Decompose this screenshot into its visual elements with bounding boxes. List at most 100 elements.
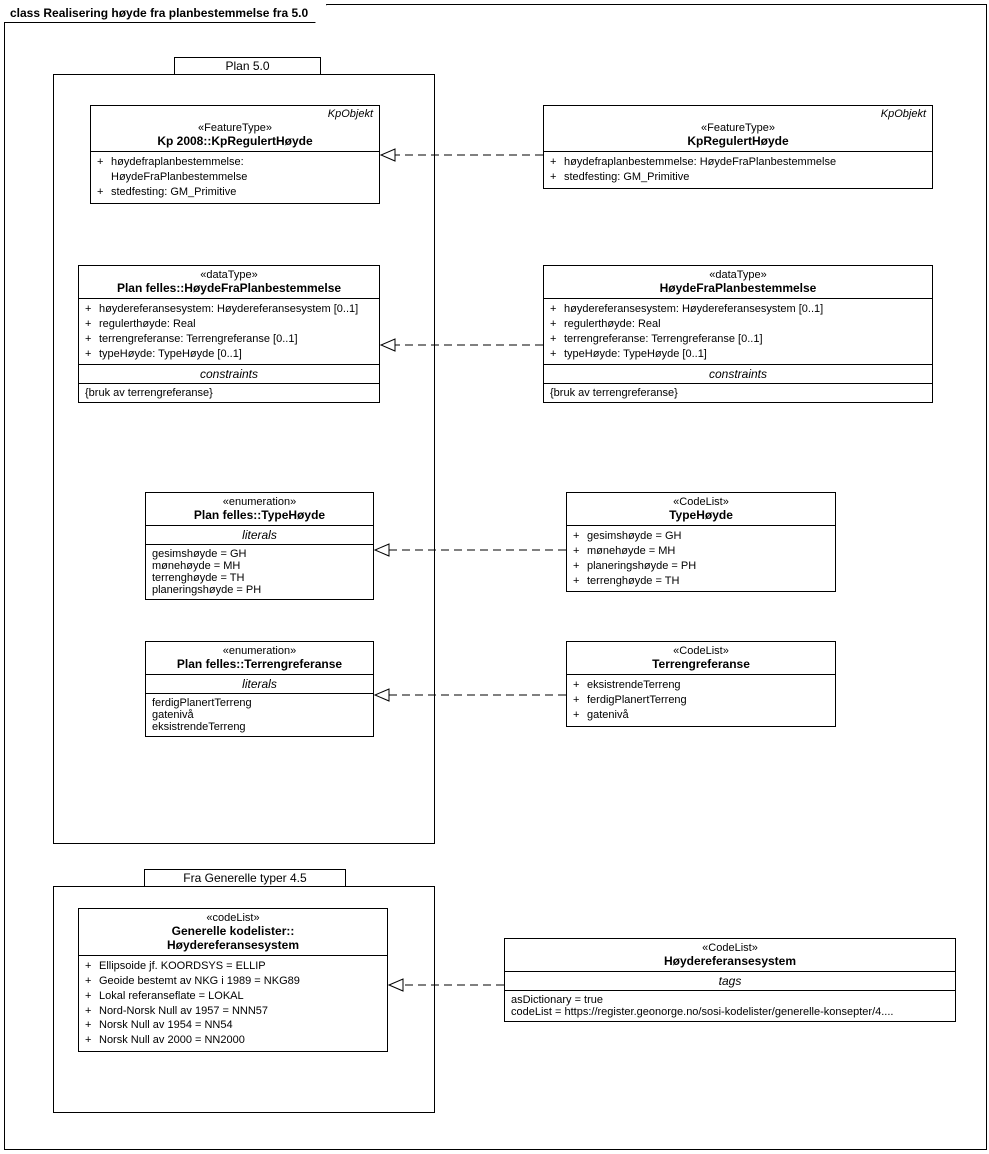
attr: +gatenivå	[573, 708, 829, 723]
attr: +typeHøyde: TypeHøyde [0..1]	[85, 347, 373, 362]
class-typeH-name: TypeHøyde	[573, 508, 829, 522]
literal: terrenghøyde = TH	[152, 572, 367, 584]
attr: +stedfesting: GM_Primitive	[550, 170, 926, 185]
attr: +regulerthøyde: Real	[550, 317, 926, 332]
literal: ferdigPlanertTerreng	[152, 697, 367, 709]
attr-text: Geoide bestemt av NKG i 1989 = NKG89	[99, 974, 300, 989]
attr-text: Nord-Norsk Null av 1957 = NNN57	[99, 1004, 268, 1019]
literal: gesimshøyde = GH	[152, 548, 367, 560]
attr-text: gesimshøyde = GH	[587, 529, 681, 544]
attr-text: gatenivå	[587, 708, 629, 723]
class-kp2008: KpObjekt «FeatureType» Kp 2008::KpRegule…	[90, 105, 380, 204]
attr-text: høydereferansesystem: Høydereferansesyst…	[564, 302, 823, 317]
class-genHRS-stereo: «codeList»	[85, 912, 381, 924]
attr-text: eksistrendeTerreng	[587, 678, 681, 693]
class-hfp-attrs: +høydereferansesystem: Høydereferansesys…	[544, 299, 932, 365]
class-kp2008-toplabel: KpObjekt	[328, 108, 373, 120]
attr-text: typeHøyde: TypeHøyde [0..1]	[564, 347, 707, 362]
class-hrs: «CodeList» Høydereferansesystem tags asD…	[504, 938, 956, 1022]
class-terr-name: Terrengreferanse	[573, 657, 829, 671]
literals-label: literals	[146, 526, 373, 545]
class-pfTerr-literals: ferdigPlanertTerreng gatenivå eksistrend…	[146, 694, 373, 736]
class-genHRS-name2: Høydereferansesystem	[85, 938, 381, 952]
attr-text: planeringshøyde = PH	[587, 559, 696, 574]
class-pfHFP-header: «dataType» Plan felles::HøydeFraPlanbest…	[79, 266, 379, 299]
attr-text: Lokal referanseflate = LOKAL	[99, 989, 244, 1004]
attr: +Lokal referanseflate = LOKAL	[85, 989, 381, 1004]
class-kp2008-attrs: +høydefraplanbestemmelse: HøydeFraPlanbe…	[91, 152, 379, 203]
attr: +terrenghøyde = TH	[573, 574, 829, 589]
class-pfHFP-constraint: {bruk av terrengreferanse}	[79, 384, 379, 402]
class-pfTerr-name: Plan felles::Terrengreferanse	[152, 657, 367, 671]
attr: +høydereferansesystem: Høydereferansesys…	[550, 302, 926, 317]
class-pfHFP-stereo: «dataType»	[85, 269, 373, 281]
class-typeH-header: «CodeList» TypeHøyde	[567, 493, 835, 526]
class-pfTerr: «enumeration» Plan felles::Terrengrefera…	[145, 641, 374, 737]
attr-text: stedfesting: GM_Primitive	[111, 185, 236, 200]
class-hfp-header: «dataType» HøydeFraPlanbestemmelse	[544, 266, 932, 299]
tag: codeList = https://register.geonorge.no/…	[511, 1006, 949, 1018]
class-terr-attrs: +eksistrendeTerreng +ferdigPlanertTerren…	[567, 675, 835, 726]
literal: eksistrendeTerreng	[152, 721, 367, 733]
attr: +terrengreferanse: Terrengreferanse [0..…	[550, 332, 926, 347]
class-pfHFP-name: Plan felles::HøydeFraPlanbestemmelse	[85, 281, 373, 295]
attr-text: høydefraplanbestemmelse: HøydeFraPlanbes…	[564, 155, 836, 170]
class-terr-stereo: «CodeList»	[573, 645, 829, 657]
frame-title: class Realisering høyde fra planbestemme…	[4, 4, 327, 23]
attr-text: terrengreferanse: Terrengreferanse [0..1…	[564, 332, 763, 347]
attr: +terrengreferanse: Terrengreferanse [0..…	[85, 332, 373, 347]
attr: +mønehøyde = MH	[573, 544, 829, 559]
class-pfTypeH-literals: gesimshøyde = GH mønehøyde = MH terrengh…	[146, 545, 373, 599]
class-pfHFP: «dataType» Plan felles::HøydeFraPlanbest…	[78, 265, 380, 403]
attr-text: regulerthøyde: Real	[99, 317, 196, 332]
attr-text: terrengreferanse: Terrengreferanse [0..1…	[99, 332, 298, 347]
literals-label: literals	[146, 675, 373, 694]
class-hfp-stereo: «dataType»	[550, 269, 926, 281]
class-hrs-tags: asDictionary = true codeList = https://r…	[505, 991, 955, 1021]
class-kp2008-name: Kp 2008::KpRegulertHøyde	[97, 134, 373, 148]
class-typeH-attrs: +gesimshøyde = GH +mønehøyde = MH +plane…	[567, 526, 835, 591]
tags-label: tags	[505, 972, 955, 991]
attr: +gesimshøyde = GH	[573, 529, 829, 544]
class-terr: «CodeList» Terrengreferanse +eksistrende…	[566, 641, 836, 727]
attr: +høydefraplanbestemmelse: HøydeFraPlanbe…	[97, 155, 373, 185]
diagram-frame: class Realisering høyde fra planbestemme…	[4, 4, 987, 1150]
attr-text: typeHøyde: TypeHøyde [0..1]	[99, 347, 242, 362]
attr-text: terrenghøyde = TH	[587, 574, 679, 589]
class-hfp-name: HøydeFraPlanbestemmelse	[550, 281, 926, 295]
attr: +Nord-Norsk Null av 1957 = NNN57	[85, 1004, 381, 1019]
attr-text: stedfesting: GM_Primitive	[564, 170, 689, 185]
attr-text: Norsk Null av 2000 = NN2000	[99, 1033, 245, 1048]
class-pfTypeH-stereo: «enumeration»	[152, 496, 367, 508]
constraints-label: constraints	[544, 365, 932, 384]
tag: asDictionary = true	[511, 994, 949, 1006]
class-typeH: «CodeList» TypeHøyde +gesimshøyde = GH +…	[566, 492, 836, 592]
class-kpReg-stereo: «FeatureType»	[550, 122, 926, 134]
attr-text: Norsk Null av 1954 = NN54	[99, 1018, 233, 1033]
class-pfTypeH-header: «enumeration» Plan felles::TypeHøyde	[146, 493, 373, 526]
class-genHRS-name1: Generelle kodelister::	[85, 924, 381, 938]
attr: +Norsk Null av 1954 = NN54	[85, 1018, 381, 1033]
class-hrs-stereo: «CodeList»	[511, 942, 949, 954]
attr: +høydereferansesystem: Høydereferansesys…	[85, 302, 373, 317]
class-hrs-name: Høydereferansesystem	[511, 954, 949, 968]
class-hfp: «dataType» HøydeFraPlanbestemmelse +høyd…	[543, 265, 933, 403]
class-hfp-constraint: {bruk av terrengreferanse}	[544, 384, 932, 402]
class-kpReg-attrs: +høydefraplanbestemmelse: HøydeFraPlanbe…	[544, 152, 932, 188]
constraints-label: constraints	[79, 365, 379, 384]
class-terr-header: «CodeList» Terrengreferanse	[567, 642, 835, 675]
attr-text: Ellipsoide jf. KOORDSYS = ELLIP	[99, 959, 266, 974]
literal: planeringshøyde = PH	[152, 584, 367, 596]
class-typeH-stereo: «CodeList»	[573, 496, 829, 508]
class-genHRS: «codeList» Generelle kodelister:: Høyder…	[78, 908, 388, 1052]
class-pfTypeH-name: Plan felles::TypeHøyde	[152, 508, 367, 522]
attr-text: ferdigPlanertTerreng	[587, 693, 687, 708]
literal: gatenivå	[152, 709, 367, 721]
attr-text: mønehøyde = MH	[587, 544, 675, 559]
class-pfTypeH: «enumeration» Plan felles::TypeHøyde lit…	[145, 492, 374, 600]
attr-text: høydefraplanbestemmelse: HøydeFraPlanbes…	[111, 155, 373, 185]
class-kp2008-header: KpObjekt «FeatureType» Kp 2008::KpRegule…	[91, 106, 379, 152]
class-pfTerr-stereo: «enumeration»	[152, 645, 367, 657]
attr: +regulerthøyde: Real	[85, 317, 373, 332]
class-kp2008-stereo: «FeatureType»	[97, 122, 373, 134]
